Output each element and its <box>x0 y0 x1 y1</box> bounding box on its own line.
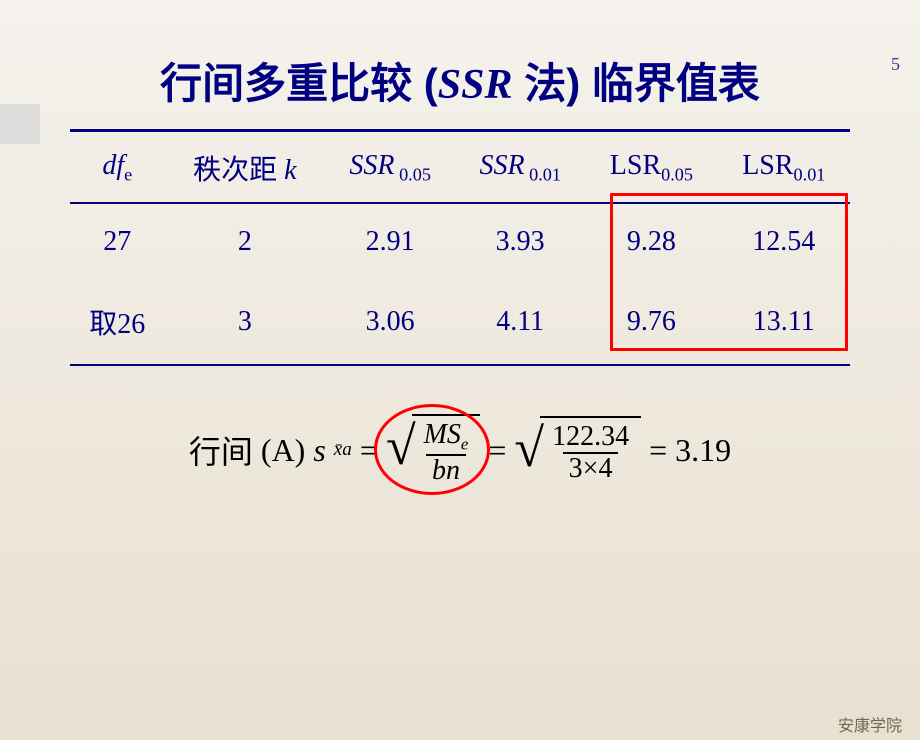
cell-lsr001: 13.11 <box>718 280 850 365</box>
cell-lsr001: 12.54 <box>718 203 850 280</box>
frac2-num: 122.34 <box>546 422 635 453</box>
cell-dfe: 取26 <box>70 280 165 365</box>
cell-k: 2 <box>165 203 326 280</box>
decorative-edge <box>0 104 40 144</box>
col-lsr001: LSR0.01 <box>718 131 850 204</box>
frac1-num-sub: e <box>461 435 468 454</box>
table-row: 27 2 2.91 3.93 9.28 12.54 <box>70 203 850 280</box>
lsr005-sub: 0.05 <box>661 165 693 185</box>
page-title: 行间多重比较 (SSR 法) 临界值表 <box>0 50 920 111</box>
cell-lsr005: 9.76 <box>585 280 717 365</box>
cell-ssr005: 3.06 <box>325 280 455 365</box>
col-ssr005: SSR 0.05 <box>325 131 455 204</box>
formula: 行间(A)s x̄a = √ MSe bn = √ 122.34 3×4 = 3.… <box>70 414 850 487</box>
table-container: dfe 秩次距 k SSR 0.05 SSR 0.01 LSR0.05 LSR0… <box>70 129 850 366</box>
frac1-num-it: MS <box>424 419 461 450</box>
cell-k: 3 <box>165 280 326 365</box>
cell-ssr005: 2.91 <box>325 203 455 280</box>
frac2-den: 3×4 <box>563 452 619 485</box>
frac-1: MSe bn <box>418 420 475 487</box>
formula-s-sub: x̄a <box>334 439 352 461</box>
highlight-circle: √ MSe bn <box>386 414 480 487</box>
k-it: k <box>284 155 296 186</box>
ssr005-it: SSR <box>349 150 394 181</box>
title-ssr: SSR <box>438 62 513 108</box>
lsr001-sub: 0.01 <box>794 165 826 185</box>
formula-s: s <box>313 432 325 469</box>
table-row: 取26 3 3.06 4.11 9.76 13.11 <box>70 280 850 365</box>
critical-values-table: dfe 秩次距 k SSR 0.05 SSR 0.01 LSR0.05 LSR0… <box>70 129 850 366</box>
formula-prefix-paren: (A) <box>261 432 305 469</box>
ssr001-sub: 0.01 <box>525 165 561 185</box>
radicand-1: MSe bn <box>412 414 481 487</box>
col-dfe: dfe <box>70 131 165 204</box>
lsr005-label: LSR <box>610 150 661 181</box>
dfe-label: df <box>102 150 124 181</box>
sqrt-1: √ MSe bn <box>386 414 480 487</box>
frac1-num: MSe <box>418 420 475 454</box>
cell-lsr005: 9.28 <box>585 203 717 280</box>
cell-dfe: 27 <box>70 203 165 280</box>
title-mid: 法) 临界值表 <box>513 60 760 107</box>
formula-result: 3.19 <box>675 432 731 469</box>
formula-prefix-cn: 行间 <box>189 427 253 473</box>
table-header-row: dfe 秩次距 k SSR 0.05 SSR 0.01 LSR0.05 LSR0… <box>70 131 850 204</box>
ssr001-it: SSR <box>479 150 524 181</box>
title-pre: 行间多重比较 ( <box>160 60 438 107</box>
page-number: 5 <box>891 54 900 75</box>
dfe-sub: e <box>124 165 132 185</box>
eq-sign-2: = <box>488 432 506 469</box>
cell-ssr001: 3.93 <box>455 203 585 280</box>
eq-sign-1: = <box>360 432 378 469</box>
lsr001-label: LSR <box>742 150 793 181</box>
cell-ssr001: 4.11 <box>455 280 585 365</box>
sqrt-2: √ 122.34 3×4 <box>514 416 641 486</box>
col-ssr001: SSR 0.01 <box>455 131 585 204</box>
radicand-2: 122.34 3×4 <box>540 416 641 486</box>
col-k: 秩次距 k <box>165 131 326 204</box>
k-cn: 秩次距 <box>193 155 284 186</box>
eq-sign-3: = <box>649 432 667 469</box>
frac-2: 122.34 3×4 <box>546 422 635 486</box>
ssr005-sub: 0.05 <box>395 165 431 185</box>
col-lsr005: LSR0.05 <box>585 131 717 204</box>
frac1-den: bn <box>426 454 466 487</box>
footer-text: 安康学院 <box>838 712 902 736</box>
